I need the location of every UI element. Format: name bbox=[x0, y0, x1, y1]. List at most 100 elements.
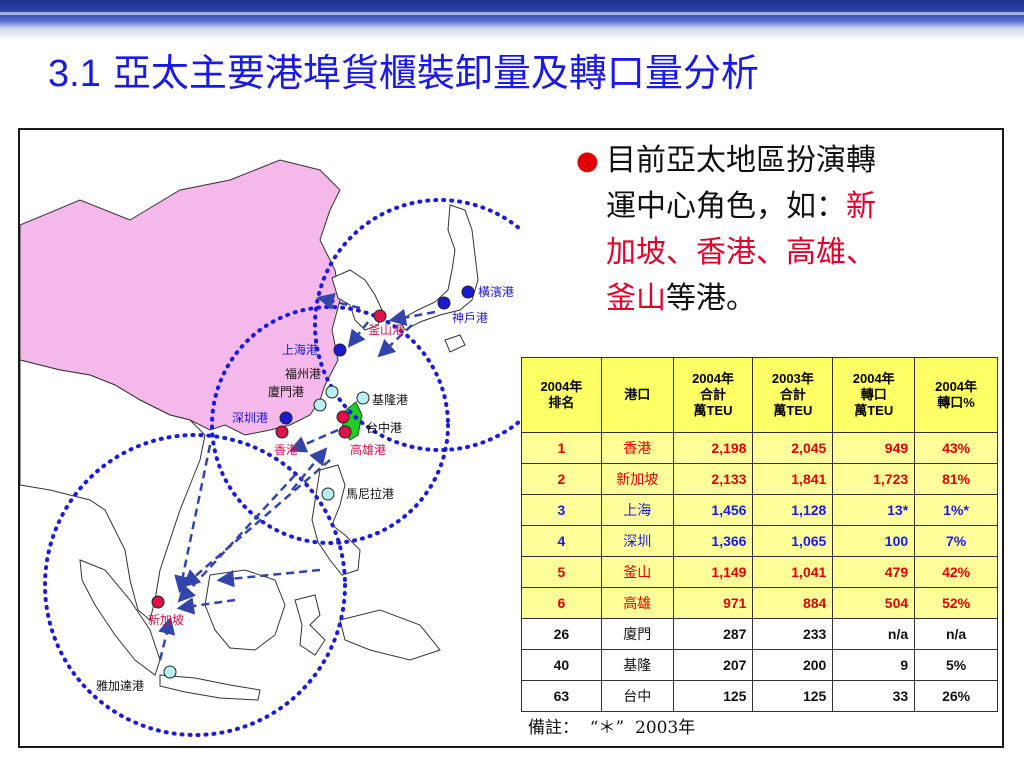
bullet-line-2-prefix: 運中心角色，如： bbox=[606, 189, 846, 224]
table-row: 40 基隆 207 200 9 5% bbox=[521, 649, 998, 681]
table-header-row: 2004年 排名 港口 2004年 合計 萬TEU 2003年 合計 萬TEU 2004年 轉口 萬T… bbox=[521, 357, 998, 433]
header-total-2003: 2003年 合計 萬TEU bbox=[752, 357, 834, 433]
label-taichung: 台中港 bbox=[366, 420, 402, 435]
map-svg: 橫濱港 神戶港 釜山港 上海港 福州港 廈門港 基隆港 深圳港 台中港 香港 高… bbox=[20, 130, 520, 746]
bullet-line-3: 加坡、香港、高雄、 bbox=[606, 235, 876, 270]
total-2004-cell: 207 bbox=[672, 649, 754, 681]
label-yokohama: 橫濱港 bbox=[478, 285, 514, 299]
slide-title: 3.1 亞太主要港埠貨櫃裝卸量及轉口量分析 bbox=[48, 38, 759, 108]
table-body: 1 香港 2,198 2,045 949 43% 2 新加坡 2,133 1,841 1,723 81… bbox=[521, 432, 998, 712]
total-2003-cell: 233 bbox=[752, 618, 834, 650]
total-2004-cell: 1,149 bbox=[672, 556, 754, 588]
rank-cell: 1 bbox=[521, 432, 602, 464]
total-2003-cell: 884 bbox=[752, 587, 834, 619]
transship-cell: 1,723 bbox=[832, 463, 916, 495]
port-marker-hongkong bbox=[275, 425, 289, 439]
label-shenzhen: 深圳港 bbox=[232, 411, 268, 425]
label-kobe: 神戶港 bbox=[452, 311, 488, 325]
port-cell: 高雄 bbox=[600, 587, 674, 619]
transship-cell: 33 bbox=[832, 680, 916, 712]
header-rank: 2004年 排名 bbox=[521, 357, 602, 433]
transship-pct-cell: 26% bbox=[914, 680, 998, 712]
total-2004-cell: 125 bbox=[672, 680, 754, 712]
route-arrows bbox=[158, 292, 436, 661]
port-marker-xiamen bbox=[313, 398, 327, 412]
header-port: 港口 bbox=[600, 357, 674, 433]
rank-cell: 3 bbox=[521, 494, 602, 526]
bullet-line-2-red: 新 bbox=[846, 189, 876, 224]
transship-cell: 479 bbox=[832, 556, 916, 588]
route-circle-northeast bbox=[313, 198, 520, 452]
table-row: 5 釜山 1,149 1,041 479 42% bbox=[521, 556, 998, 588]
port-cell: 深圳 bbox=[600, 525, 674, 557]
header-total-2004: 2004年 合計 萬TEU bbox=[672, 357, 754, 433]
sulawesi-landmass bbox=[294, 594, 441, 661]
label-singapore: 新加坡 bbox=[148, 612, 184, 627]
label-fuzhou: 福州港 bbox=[285, 366, 321, 381]
bullet-line-2: 運中心角色，如：新 bbox=[576, 184, 996, 230]
transship-pct-cell: 7% bbox=[914, 525, 998, 557]
table-row: 63 台中 125 125 33 26% bbox=[521, 680, 998, 712]
port-cell: 新加坡 bbox=[600, 463, 674, 495]
header-transship-pct: 2004年 轉口% bbox=[914, 357, 998, 433]
korea-landmass bbox=[331, 269, 383, 331]
title-number: 3.1 bbox=[48, 53, 101, 95]
transship-pct-cell: 52% bbox=[914, 587, 998, 619]
transship-cell: 949 bbox=[832, 432, 916, 464]
bullet-point: ● 目前亞太地區扮演轉 運中心角色，如：新 加坡、香港、高雄、 釜山等港。 bbox=[576, 138, 996, 322]
rank-cell: 2 bbox=[521, 463, 602, 495]
transship-pct-cell: 5% bbox=[914, 649, 998, 681]
footnote: 備註： “＊” 2003年 bbox=[528, 718, 696, 738]
port-marker-taichung bbox=[336, 410, 350, 424]
total-2003-cell: 1,041 bbox=[752, 556, 834, 588]
total-2003-cell: 1,065 bbox=[752, 525, 834, 557]
label-kaohsiung: 高雄港 bbox=[350, 442, 386, 457]
total-2003-cell: 1,841 bbox=[752, 463, 834, 495]
transship-pct-cell: 1%* bbox=[914, 494, 998, 526]
rank-cell: 26 bbox=[521, 618, 602, 650]
label-hongkong: 香港 bbox=[274, 443, 298, 457]
transship-pct-cell: 81% bbox=[914, 463, 998, 495]
borneo-landmass bbox=[204, 569, 286, 651]
bullet-line-1: 目前亞太地區扮演轉 bbox=[606, 143, 876, 178]
sumatra-landmass bbox=[79, 559, 161, 676]
port-marker-keelung bbox=[356, 391, 370, 405]
port-cell: 釜山 bbox=[600, 556, 674, 588]
port-marker-kaohsiung bbox=[338, 425, 352, 439]
transship-pct-cell: 42% bbox=[914, 556, 998, 588]
port-cell: 台中 bbox=[600, 680, 674, 712]
total-2003-cell: 1,128 bbox=[752, 494, 834, 526]
java-landmass bbox=[159, 674, 261, 701]
rank-cell: 4 bbox=[521, 525, 602, 557]
label-keelung: 基隆港 bbox=[372, 392, 408, 407]
rank-cell: 40 bbox=[521, 649, 602, 681]
transship-cell: 100 bbox=[832, 525, 916, 557]
table-row: 3 上海 1,456 1,128 13* 1%* bbox=[521, 494, 998, 526]
total-2003-cell: 2,045 bbox=[752, 432, 834, 464]
transship-pct-cell: n/a bbox=[914, 618, 998, 650]
port-marker-yokohama bbox=[461, 285, 475, 299]
total-2004-cell: 971 bbox=[672, 587, 754, 619]
total-2004-cell: 1,366 bbox=[672, 525, 754, 557]
asia-pacific-port-map: 橫濱港 神戶港 釜山港 上海港 福州港 廈門港 基隆港 深圳港 台中港 香港 高… bbox=[20, 130, 520, 746]
bullet-line-4-suffix: 等港。 bbox=[666, 281, 756, 316]
port-marker-kobe bbox=[437, 296, 451, 310]
port-marker-jakarta bbox=[163, 665, 177, 679]
table-row: 1 香港 2,198 2,045 949 43% bbox=[521, 432, 998, 464]
port-cell: 上海 bbox=[600, 494, 674, 526]
top-band-shadow bbox=[0, 28, 1024, 40]
total-2003-cell: 125 bbox=[752, 680, 834, 712]
bullet-line-4: 釜山等港。 bbox=[576, 276, 996, 322]
bullet-dot-icon: ● bbox=[576, 146, 599, 176]
port-marker-singapore bbox=[151, 595, 165, 609]
label-shanghai: 上海港 bbox=[282, 342, 318, 357]
route-circle-taiwan-strait bbox=[210, 305, 450, 545]
transship-cell: 504 bbox=[832, 587, 916, 619]
transship-cell: 9 bbox=[832, 649, 916, 681]
rank-cell: 5 bbox=[521, 556, 602, 588]
top-decorative-band bbox=[0, 0, 1024, 28]
total-2004-cell: 1,456 bbox=[672, 494, 754, 526]
port-cell: 廈門 bbox=[600, 618, 674, 650]
label-jakarta: 雅加達港 bbox=[96, 678, 144, 693]
port-marker-busan bbox=[373, 309, 387, 323]
